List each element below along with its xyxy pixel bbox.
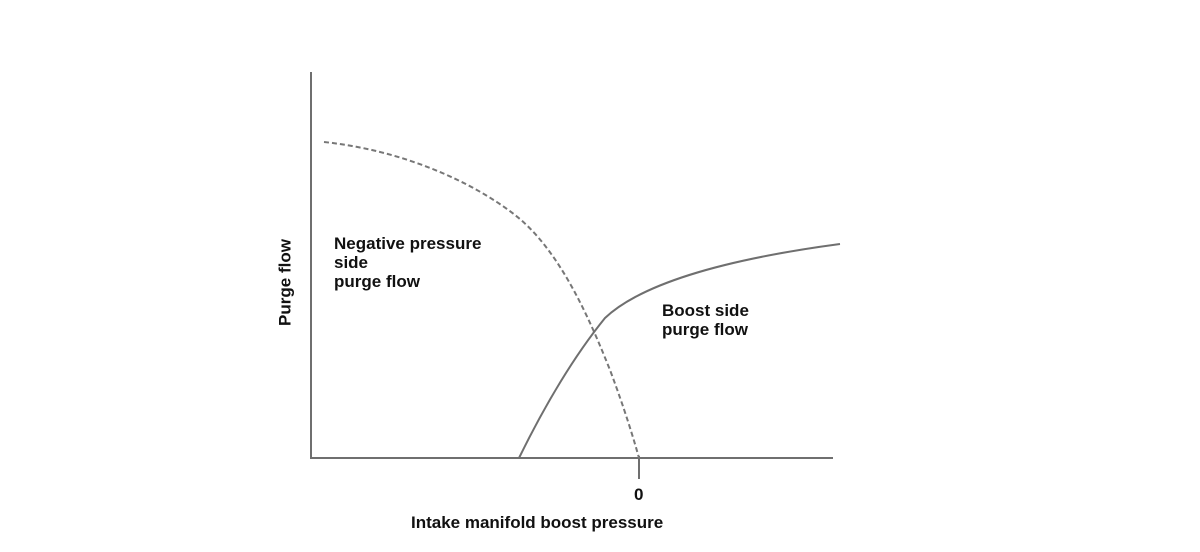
x-axis-label: Intake manifold boost pressure [411,513,664,532]
negative-pressure-label: Negative pressure side purge flow [334,234,482,291]
x-tick-zero: 0 [634,485,644,504]
negative-pressure-purge-curve [323,141,640,459]
boost-side-label: Boost side purge flow [662,301,749,339]
y-axis-label: Purge flow [275,239,295,326]
boost-side-purge-curve [518,243,841,459]
